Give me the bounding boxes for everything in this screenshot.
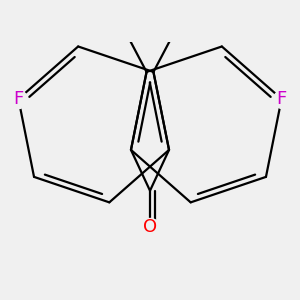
Text: F: F — [276, 90, 287, 108]
Text: O: O — [143, 218, 157, 236]
Text: F: F — [13, 90, 24, 108]
